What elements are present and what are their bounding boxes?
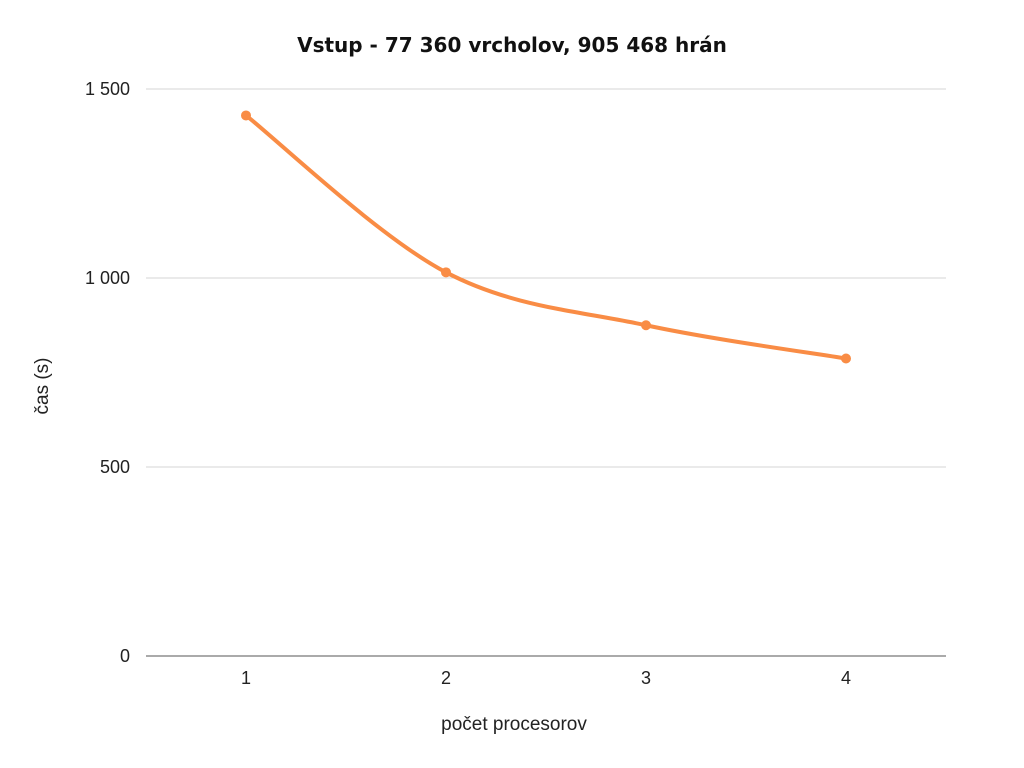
y-tick-label: 1 000 — [85, 268, 130, 288]
data-point — [641, 320, 651, 331]
series-line — [244, 113, 848, 361]
y-tick-label: 1 500 — [85, 79, 130, 99]
x-tick-label: 3 — [641, 668, 651, 688]
x-tick-label: 1 — [241, 668, 251, 688]
data-point — [241, 110, 251, 121]
data-point — [441, 267, 451, 278]
x-tick-label: 4 — [841, 668, 851, 688]
y-axis-label: čas (s) — [32, 358, 53, 415]
y-axis-ticks: 0 500 1 000 1 500 — [85, 79, 130, 666]
data-point — [841, 353, 851, 364]
y-tick-label: 0 — [120, 646, 130, 666]
x-axis-ticks: 1 2 3 4 — [241, 668, 851, 688]
series-layer — [241, 110, 851, 364]
x-tick-label: 2 — [441, 668, 451, 688]
chart-title: Vstup - 77 360 vrcholov, 905 468 hrán — [297, 33, 727, 57]
gridlines — [146, 88, 946, 657]
y-tick-label: 500 — [100, 457, 130, 477]
x-axis-label: počet procesorov — [441, 714, 587, 735]
